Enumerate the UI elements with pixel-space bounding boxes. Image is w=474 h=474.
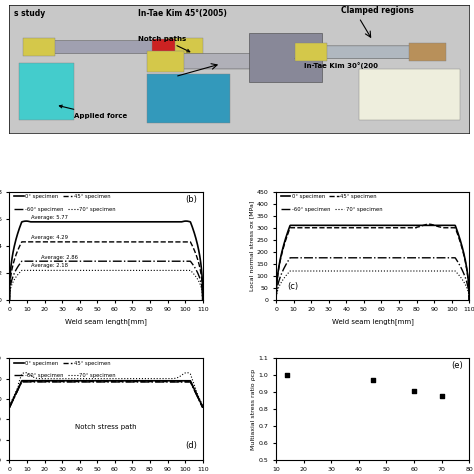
X-axis label: Weld seam length[mm]: Weld seam length[mm] [65, 318, 147, 325]
Polygon shape [263, 51, 299, 72]
Polygon shape [23, 38, 55, 56]
Polygon shape [166, 38, 202, 56]
Legend: -60° specimen, 70° specimen: -60° specimen, 70° specimen [12, 371, 118, 381]
Y-axis label: Local normal stress σx [MPa]: Local normal stress σx [MPa] [249, 201, 254, 291]
Polygon shape [294, 43, 327, 61]
Polygon shape [147, 51, 184, 72]
Text: In-Tae Kim 30°(200: In-Tae Kim 30°(200 [304, 63, 378, 70]
Text: Notch paths: Notch paths [138, 36, 190, 52]
Legend: -60° specimen, 70° specimen: -60° specimen, 70° specimen [12, 205, 118, 214]
Polygon shape [147, 54, 294, 69]
Text: Notch stress path: Notch stress path [75, 424, 137, 430]
Polygon shape [23, 41, 202, 54]
Point [369, 376, 376, 384]
Text: s study: s study [14, 9, 46, 18]
Text: Average: 4.29: Average: 4.29 [30, 236, 68, 240]
Text: Clamped regions: Clamped regions [340, 6, 413, 15]
Text: (b): (b) [185, 195, 197, 204]
Text: Average: 5.77: Average: 5.77 [30, 215, 68, 220]
Polygon shape [410, 43, 446, 61]
Text: Applied force: Applied force [59, 105, 127, 118]
Text: (c): (c) [288, 282, 299, 291]
Text: Average: 2.18: Average: 2.18 [30, 263, 68, 268]
Y-axis label: Multiaxial stress ratio ρcp: Multiaxial stress ratio ρcp [251, 368, 256, 450]
Point [438, 392, 446, 400]
Polygon shape [294, 46, 437, 59]
Polygon shape [147, 74, 230, 123]
Text: In-Tae Kim 45°(2005): In-Tae Kim 45°(2005) [138, 9, 227, 18]
Legend: -60° specimen, 70° specimen: -60° specimen, 70° specimen [279, 205, 384, 214]
Polygon shape [248, 33, 322, 82]
Bar [359, 69, 460, 120]
Text: Average: 2.86: Average: 2.86 [41, 255, 78, 260]
Point [283, 372, 291, 379]
Polygon shape [152, 39, 175, 55]
X-axis label: Weld seam length[mm]: Weld seam length[mm] [332, 318, 414, 325]
Point [410, 387, 418, 394]
Text: (d): (d) [185, 441, 197, 450]
Text: (e): (e) [452, 362, 464, 371]
Polygon shape [18, 63, 74, 120]
